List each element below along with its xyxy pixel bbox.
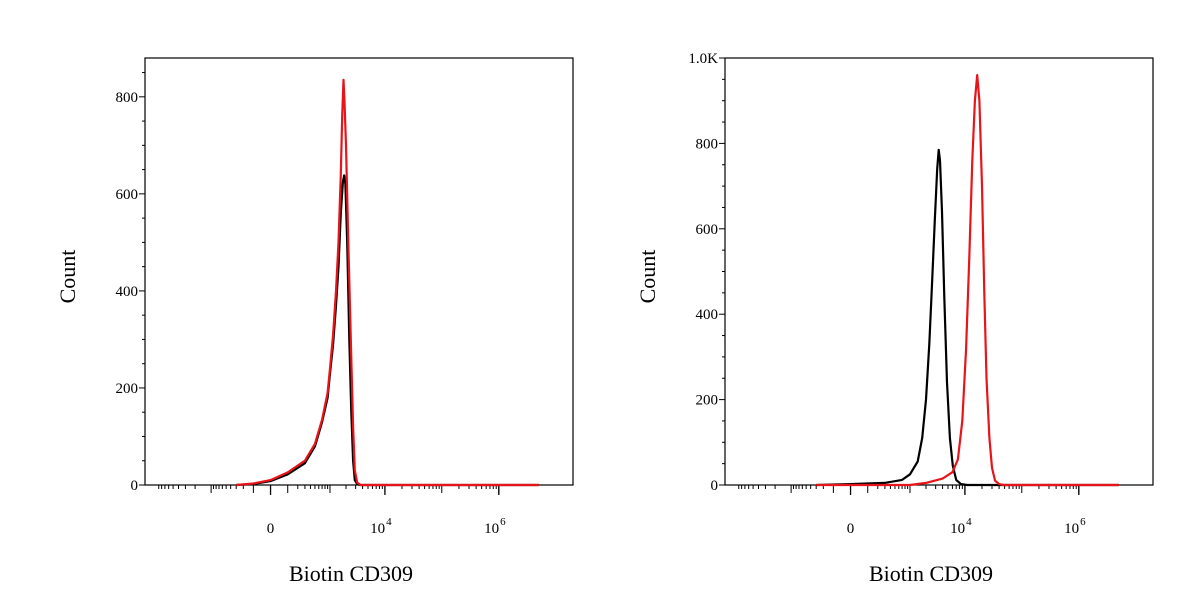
x-tick-label-base: 0 — [847, 521, 855, 537]
x-tick-label: 0 — [847, 521, 855, 537]
y-tick-label: 200 — [696, 393, 719, 409]
x-tick-label: 106 — [484, 516, 506, 537]
x-tick-label: 0 — [267, 521, 275, 537]
y-tick-label: 1.0K — [688, 51, 718, 67]
x-tick-label: 104 — [370, 516, 392, 537]
x-axis-title: Biotin CD309 — [869, 561, 993, 586]
x-axis: 0 104 106 — [158, 485, 506, 537]
y-axis-title: Count — [635, 250, 660, 304]
x-tick-label-base: 10 — [1064, 521, 1079, 537]
y-tick-label: 600 — [116, 187, 139, 203]
y-tick-label: 800 — [116, 90, 139, 106]
x-tick-label-base: 0 — [267, 521, 275, 537]
x-tick-label: 106 — [1064, 516, 1086, 537]
x-tick-label-base: 10 — [950, 521, 965, 537]
y-axis: 0 200 400 600 800 1.0K — [688, 51, 725, 494]
y-tick-label: 400 — [116, 284, 139, 300]
x-tick-label-exponent: 4 — [966, 516, 972, 528]
plot-frame — [724, 57, 1154, 486]
series-group — [236, 78, 539, 487]
x-tick-label-base: 10 — [484, 521, 499, 537]
y-tick-label: 600 — [696, 222, 719, 238]
plot-frame — [144, 57, 574, 486]
x-tick-label-base: 10 — [370, 521, 385, 537]
x-tick-label: 104 — [950, 516, 972, 537]
y-tick-label: 0 — [131, 478, 139, 494]
series-group — [816, 74, 1119, 487]
histogram-series-1 — [236, 78, 539, 487]
y-axis-title: Count — [55, 250, 80, 304]
y-tick-label: 0 — [711, 478, 719, 494]
y-tick-label: 400 — [696, 307, 719, 323]
y-tick-label: 800 — [696, 136, 719, 152]
x-tick-label-exponent: 6 — [1080, 516, 1086, 528]
y-axis: 0 200 400 600 800 — [116, 72, 145, 494]
x-axis: 0 104 106 — [738, 485, 1086, 537]
y-tick-label: 200 — [116, 381, 139, 397]
x-tick-label-exponent: 6 — [500, 516, 506, 528]
histogram-series-1 — [816, 74, 1119, 487]
x-tick-label-exponent: 4 — [386, 516, 392, 528]
histogram-series-0 — [236, 174, 539, 487]
x-axis-title: Biotin CD309 — [289, 561, 413, 586]
